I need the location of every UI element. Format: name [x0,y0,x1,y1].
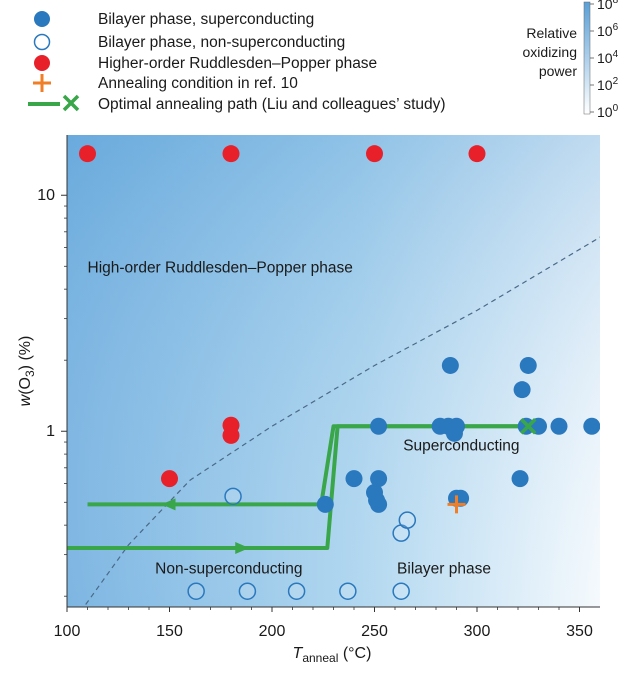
colorbar-tick-label: 108 [597,0,619,12]
legend-path-x2 [62,94,80,112]
y-tick-label: 1 [46,423,55,440]
point-superconducting [370,470,388,488]
point-superconducting [513,381,531,399]
colorbar: Relative oxidizing power 100 102 104 106 108 [523,0,619,120]
colorbar-gradient [583,1,591,115]
x-tick-label: 350 [566,623,593,640]
legend: Bilayer phase, superconducting Bilayer p… [28,11,446,113]
point-superconducting [550,417,568,435]
y-axis-ticks: 1 10 [37,187,67,597]
region-label-non-superconducting: Non-superconducting [155,560,302,577]
legend-marker-superconducting [34,11,50,27]
point-higher-order [222,145,240,163]
point-higher-order [222,426,240,444]
legend-marker-higher-order [34,55,50,71]
point-higher-order [366,145,383,163]
point-superconducting [370,417,388,435]
point-non-superconducting [392,582,410,600]
point-superconducting [583,417,600,435]
x-axis-ticks: 100 150 200 250 300 350 [54,607,593,640]
point-superconducting [511,470,529,488]
point-higher-order [161,470,178,488]
x-tick-label: 300 [464,623,491,640]
legend-label-ref10: Annealing condition in ref. 10 [98,75,298,92]
legend-marker-ref10 [33,74,51,92]
legend-marker-path [28,94,80,112]
region-labels: High-order Ruddlesden–Popper phase Super… [88,260,520,578]
x-axis-label: Tanneal (°C) [293,645,372,665]
point-non-superconducting [339,582,357,600]
point-non-superconducting [238,582,257,600]
region-label-superconducting: Superconducting [403,437,519,454]
y-tick-label: 10 [37,187,55,204]
colorbar-tick-label: 106 [597,22,619,39]
x-tick-label: 200 [259,623,286,640]
data-points [79,145,600,600]
legend-label-non-superconducting: Bilayer phase, non-superconducting [98,34,345,51]
point-superconducting [448,417,465,435]
path-arrow-right [235,542,250,555]
region-label-bilayer: Bilayer phase [397,560,491,577]
phase-boundary-curve [83,236,600,607]
colorbar-title-line1: Relative [526,25,577,41]
legend-label-superconducting: Bilayer phase, superconducting [98,11,314,28]
x-tick-label: 100 [54,623,81,640]
x-tick-label: 250 [361,623,388,640]
colorbar-title-line3: power [539,63,577,79]
plot-layer [67,145,600,607]
point-non-superconducting [224,487,242,506]
plot-area [67,135,600,607]
point-superconducting [441,356,459,374]
y-axis-label: w(O3) (%) [17,336,37,407]
legend-label-higher-order: Higher-order Ruddlesden–Popper phase [98,55,377,72]
region-label-rp: High-order Ruddlesden–Popper phase [88,260,353,277]
point-higher-order [468,145,486,163]
legend-label-path: Optimal annealing path (Liu and colleagu… [98,96,446,113]
point-non-superconducting [398,511,417,529]
point-superconducting [370,495,388,513]
colorbar-tick-label: 100 [597,103,619,120]
colorbar-title-line2: oxidizing [523,44,577,60]
plot-background-shade [67,135,600,607]
point-non-superconducting [187,582,205,600]
colorbar-ticks: 100 102 104 106 108 [590,0,619,120]
point-superconducting [519,356,537,374]
colorbar-tick-label: 102 [597,76,619,93]
path-arrow-left [161,498,176,511]
point-superconducting [345,470,363,488]
path-end-x2 [520,418,537,435]
x-tick-label: 150 [156,623,183,640]
legend-marker-non-superconducting [33,33,51,51]
point-superconducting [316,495,334,513]
colorbar-tick-label: 104 [597,49,619,66]
point-higher-order [79,145,96,163]
axes: 100 150 200 250 300 350 1 10 [37,135,600,640]
point-non-superconducting [287,582,306,600]
